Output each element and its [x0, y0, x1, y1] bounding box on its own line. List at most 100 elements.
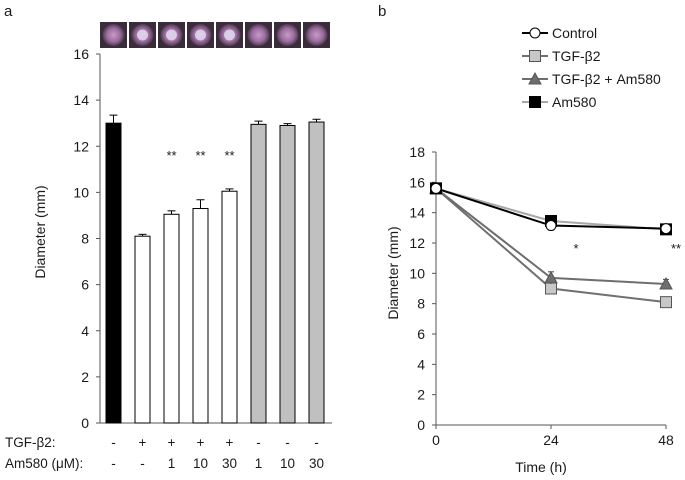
- panel-a-bars: ** ** **: [105, 114, 325, 424]
- tgf-row-cell: +: [168, 435, 176, 450]
- data-point: [544, 270, 558, 284]
- panel-b-y-axis-label: Diameter (mm): [385, 226, 401, 319]
- panel-a-y-tick-label: 14: [73, 92, 89, 108]
- panel-a-y-axis-label: Diameter (mm): [32, 185, 48, 278]
- significance-marker: **: [224, 148, 234, 163]
- panel-b-y-tick-label: 2: [417, 387, 425, 403]
- legend-marker: [528, 71, 542, 85]
- panel-b-y-tick-label: 16: [409, 174, 425, 190]
- panel-b-y-tick-label: 8: [417, 296, 425, 312]
- well-gel: [166, 29, 177, 41]
- panel-a-y-tick-label: 10: [73, 184, 89, 200]
- data-point: [430, 182, 442, 194]
- panel-a-y-tick-label: 12: [73, 138, 89, 154]
- bar: [192, 208, 209, 424]
- significance-marker: **: [166, 148, 176, 163]
- am580-row-cell: 10: [193, 456, 208, 471]
- am580-row-cell: -: [140, 456, 145, 471]
- significance-marker: **: [671, 241, 681, 256]
- tgf-row-cell: +: [226, 435, 234, 450]
- well-image: [274, 22, 301, 48]
- legend: Control TGF-β2 TGF-β2 + Am580 Am580: [522, 25, 661, 110]
- well-image: [158, 22, 185, 48]
- data-point: [545, 220, 557, 232]
- bar: [308, 121, 325, 424]
- panel-a: a 0 2 4 6 8 10 12 14 16 Diameter (mm) ** ** ** TGF…: [4, 3, 332, 471]
- well-image: [187, 22, 214, 48]
- tgf-row-cell: -: [285, 435, 290, 450]
- bar: [134, 235, 151, 424]
- am580-row-cell: 1: [255, 456, 263, 471]
- panel-b-y-tick-label: 4: [417, 356, 425, 372]
- series-control: [430, 182, 672, 235]
- legend-label: TGF-β2 + Am580: [552, 71, 661, 87]
- tgf-row-label: TGF-β2:: [5, 435, 56, 450]
- legend-label: TGF-β2: [552, 48, 601, 64]
- am580-row-cell: 1: [168, 456, 176, 471]
- data-point: [660, 223, 672, 235]
- legend-label: Am580: [552, 94, 597, 110]
- significance-marker: **: [195, 148, 205, 163]
- panel-b-x-axis-label: Time (h): [515, 459, 567, 475]
- well-circle: [276, 24, 299, 46]
- panel-a-y-tick-label: 8: [81, 231, 89, 247]
- panel-b-series: * **: [429, 181, 681, 309]
- panel-b-y-tick-label: 10: [409, 265, 425, 281]
- well-image: [303, 22, 330, 48]
- bar: [221, 190, 238, 424]
- legend-label: Control: [552, 25, 597, 41]
- panel-b-y-tick-label: 18: [409, 144, 425, 160]
- bar: [163, 213, 180, 424]
- bar: [105, 122, 122, 424]
- am580-row-cell: -: [111, 456, 116, 471]
- bar: [250, 123, 267, 424]
- well-image: [100, 22, 127, 48]
- well-gel: [224, 29, 235, 41]
- panel-a-y-tick-label: 6: [81, 277, 89, 293]
- data-point: [659, 276, 673, 290]
- well-image: [216, 22, 243, 48]
- well-image: [129, 22, 156, 48]
- legend-marker: [529, 27, 541, 39]
- well-gel: [137, 29, 148, 41]
- tgf-row-cell: -: [256, 435, 261, 450]
- panel-b-x-tick-label: 0: [432, 432, 440, 448]
- treatment-table: - + + + + - - - - - 1 10 30 1 10 30: [111, 435, 324, 471]
- panel-b-y-tick-label: 0: [417, 417, 425, 433]
- series-tgf-2: [430, 182, 672, 309]
- panel-a-letter: a: [4, 3, 13, 20]
- bar: [279, 124, 296, 424]
- am580-row-cell: 10: [280, 456, 295, 471]
- tgf-row-cell: -: [314, 435, 319, 450]
- panel-a-y-tick-label: 16: [73, 46, 89, 62]
- panel-a-y-tick-label: 2: [81, 369, 89, 385]
- legend-marker: [529, 96, 541, 108]
- data-point: [660, 296, 672, 309]
- well-gel: [195, 29, 206, 41]
- panel-b-letter: b: [378, 3, 386, 20]
- panel-b-x-tick-label: 48: [658, 432, 674, 448]
- well-circle: [247, 24, 270, 46]
- data-point: [545, 282, 557, 295]
- well-image: [245, 22, 272, 48]
- panel-b-y-tick-label: 12: [409, 235, 425, 251]
- panel-a-y-tick-label: 4: [81, 323, 89, 339]
- panel-b-x-tick-label: 24: [543, 432, 559, 448]
- tgf-row-cell: +: [197, 435, 205, 450]
- well-images: [100, 22, 330, 48]
- well-circle: [102, 24, 125, 46]
- panel-a-y-tick-label: 0: [81, 415, 89, 431]
- legend-marker: [529, 50, 541, 62]
- am580-row-cell: 30: [222, 456, 237, 471]
- series-line: [435, 187, 667, 285]
- panel-b-y-tick-label: 6: [417, 326, 425, 342]
- tgf-row-cell: +: [139, 435, 147, 450]
- well-circle: [305, 24, 328, 46]
- am580-row-label: Am580 (μM):: [5, 456, 83, 471]
- significance-marker: *: [573, 241, 578, 256]
- am580-row-cell: 30: [309, 456, 324, 471]
- tgf-row-cell: -: [111, 435, 116, 450]
